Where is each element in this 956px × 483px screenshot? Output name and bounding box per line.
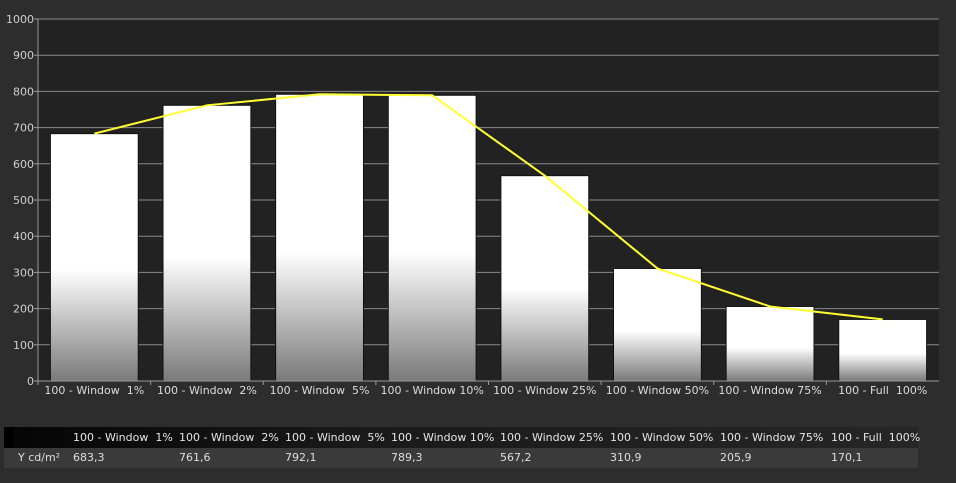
x-tick-label: 100 - Window 75%	[718, 384, 821, 397]
table-header-row: 100 - Window 1% 100 - Window 2% 100 - Wind…	[4, 427, 921, 448]
table-value-cell: 170,1	[831, 451, 863, 464]
bar	[838, 318, 928, 382]
bar	[500, 175, 590, 382]
table-header-cell: 100 - Window 25%	[500, 431, 604, 444]
y-tick-label: 0	[27, 375, 34, 388]
table-header-cell: 100 - Full 100%	[831, 431, 921, 444]
bar	[725, 305, 815, 382]
y-tick-label: 500	[13, 194, 34, 207]
y-tick-label: 600	[13, 158, 34, 171]
x-tick-label: 100 - Window 50%	[606, 384, 709, 397]
row-label: Y cd/m²	[18, 451, 61, 464]
bar-chart: 0 100 200 300 400 500 600 700 800 900 1000 100 - W…	[6, 13, 939, 397]
data-table: 100 - Window 1% 100 - Window 2% 100 - Wind…	[4, 427, 921, 468]
table-value-cell: 310,9	[610, 451, 642, 464]
table-value-cell: 789,3	[391, 451, 423, 464]
table-header-cell: 100 - Window 50%	[610, 431, 714, 444]
x-tick-label: 100 - Window 25%	[493, 384, 596, 397]
bar	[387, 94, 477, 382]
y-tick-label: 100	[13, 339, 34, 352]
bar	[49, 133, 139, 382]
table-header-cell: 100 - Window 2%	[179, 431, 279, 444]
y-tick-label: 700	[13, 122, 34, 135]
x-tick-label: 100 - Window 2%	[157, 384, 257, 397]
table-header-cell: 100 - Window 75%	[720, 431, 824, 444]
y-tick-label: 900	[13, 49, 34, 62]
x-tick-label: 100 - Window 5%	[270, 384, 370, 397]
y-tick-label: 1000	[6, 13, 34, 26]
table-header-cell: 100 - Window 5%	[285, 431, 385, 444]
table-header-cell: 100 - Window 1%	[73, 431, 173, 444]
row-swatch	[4, 427, 14, 448]
y-tick-label: 300	[13, 266, 34, 279]
table-value-cell: 792,1	[285, 451, 317, 464]
table-value-cell: 683,3	[73, 451, 105, 464]
bar	[162, 104, 252, 382]
x-tick-label: 100 - Full 100%	[838, 384, 927, 397]
table-value-cell: 567,2	[500, 451, 532, 464]
bar	[275, 93, 364, 382]
bar	[613, 267, 702, 382]
y-tick-label: 800	[13, 85, 34, 98]
table-value-cell: 761,6	[179, 451, 211, 464]
table-value-cell: 205,9	[720, 451, 752, 464]
table-header-cell: 100 - Window 10%	[391, 431, 495, 444]
x-tick-label: 100 - Window 10%	[381, 384, 484, 397]
table-value-row: Y cd/m² 683,3 761,6 792,1 789,3 567,2 310,9 20…	[4, 448, 918, 468]
y-tick-label: 200	[13, 303, 34, 316]
x-tick-label: 100 - Window 1%	[44, 384, 144, 397]
series-line	[94, 93, 883, 321]
y-tick-label: 400	[13, 230, 34, 243]
